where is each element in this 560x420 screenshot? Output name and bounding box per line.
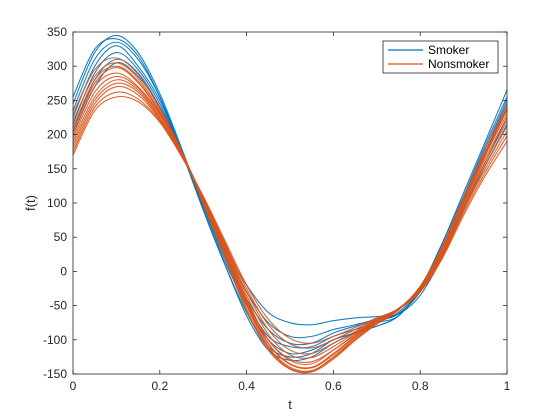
series-nonsmoker bbox=[72, 57, 508, 374]
y-tick-label: 0 bbox=[60, 264, 67, 278]
y-tick-label: -150 bbox=[43, 367, 67, 381]
y-tick-label: 300 bbox=[47, 59, 67, 73]
x-axis-ticks: 0 0.2 0.4 0.6 0.8 1 bbox=[70, 32, 511, 393]
series-line-nonsmoker bbox=[72, 95, 508, 344]
series-line-nonsmoker bbox=[72, 57, 508, 374]
x-tick-label: 0 bbox=[70, 379, 77, 393]
y-tick-label: 50 bbox=[54, 230, 68, 244]
x-tick-label: 0.8 bbox=[412, 379, 429, 393]
series-line-nonsmoker bbox=[72, 82, 508, 359]
x-tick-label: 1 bbox=[504, 379, 511, 393]
series-line-nonsmoker bbox=[72, 91, 508, 349]
series-line-nonsmoker bbox=[72, 75, 508, 363]
series-line-nonsmoker bbox=[72, 67, 508, 370]
x-tick-label: 0.2 bbox=[151, 379, 168, 393]
series-line-smoker bbox=[72, 41, 508, 355]
y-axis-ticks: -150 -100 -50 0 50 100 150 200 250 300 350 bbox=[43, 25, 507, 381]
x-tick-label: 0.6 bbox=[325, 379, 342, 393]
y-tick-label: -50 bbox=[50, 299, 68, 313]
plot-area bbox=[72, 31, 508, 375]
y-tick-label: 100 bbox=[47, 196, 67, 210]
x-axis-label: t bbox=[288, 397, 292, 412]
series-layer bbox=[72, 34, 508, 374]
legend-label-nonsmoker: Nonsmoker bbox=[428, 57, 489, 71]
x-tick-label: 0.4 bbox=[238, 379, 255, 393]
y-tick-label: -100 bbox=[43, 333, 67, 347]
y-tick-label: 350 bbox=[47, 25, 67, 39]
y-tick-label: 200 bbox=[47, 128, 67, 142]
legend-label-smoker: Smoker bbox=[428, 43, 469, 57]
y-tick-label: 250 bbox=[47, 93, 67, 107]
legend-box bbox=[382, 40, 499, 74]
y-axis-label: f(t) bbox=[23, 195, 38, 211]
series-line-nonsmoker bbox=[72, 85, 508, 355]
y-tick-label: 150 bbox=[47, 162, 67, 176]
